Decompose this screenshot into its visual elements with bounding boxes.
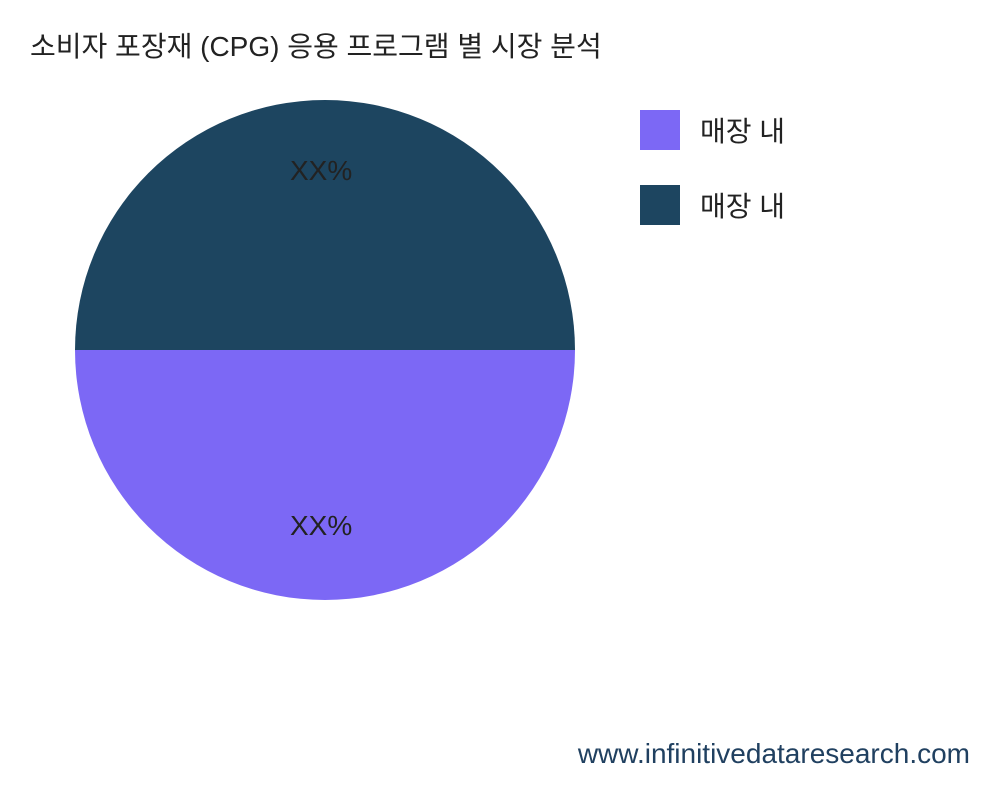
legend-item-1: 매장 내 (640, 185, 785, 225)
legend-label-1: 매장 내 (700, 185, 785, 225)
watermark-text: www.infinitivedataresearch.com (578, 738, 970, 770)
slice-label-top: XX% (290, 155, 352, 187)
slice-label-bottom: XX% (290, 510, 352, 542)
legend-swatch-1 (640, 185, 680, 225)
legend: 매장 내 매장 내 (640, 110, 785, 260)
legend-item-0: 매장 내 (640, 110, 785, 150)
legend-label-0: 매장 내 (700, 110, 785, 150)
chart-container: 소비자 포장재 (CPG) 응용 프로그램 별 시장 분석 XX% XX% 매장… (0, 0, 1000, 800)
legend-swatch-0 (640, 110, 680, 150)
chart-title: 소비자 포장재 (CPG) 응용 프로그램 별 시장 분석 (30, 25, 602, 65)
